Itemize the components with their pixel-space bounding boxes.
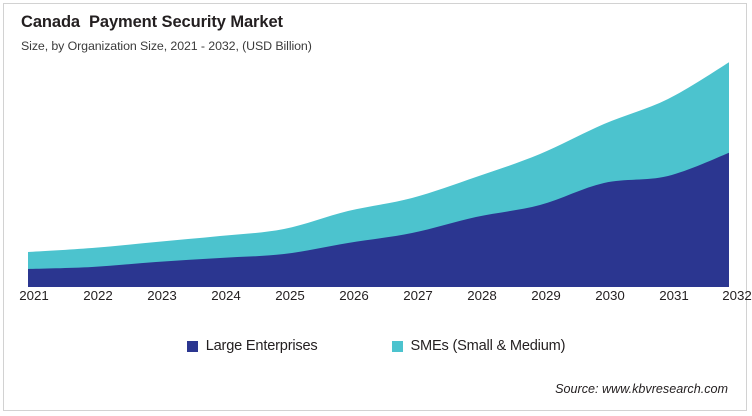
x-tick-2028: 2028 — [467, 288, 497, 303]
x-axis: 2021 2022 2023 2024 2025 2026 2027 2028 … — [19, 288, 752, 314]
x-tick-2026: 2026 — [339, 288, 369, 303]
x-tick-2021: 2021 — [19, 288, 49, 303]
x-tick-2027: 2027 — [403, 288, 433, 303]
legend-swatch-smes — [391, 340, 403, 352]
chart-legend: Large Enterprises SMEs (Small & Medium) — [4, 338, 748, 354]
x-tick-2030: 2030 — [595, 288, 625, 303]
stacked-area-chart — [22, 54, 729, 287]
x-tick-2025: 2025 — [275, 288, 305, 303]
area-series-large-enterprises — [28, 152, 729, 287]
chart-subtitle: Size, by Organization Size, 2021 - 2032,… — [21, 39, 312, 53]
legend-label-large-enterprises: Large Enterprises — [205, 338, 318, 354]
source-attribution: Source: www.kbvresearch.com — [555, 382, 728, 396]
legend-item-large-enterprises[interactable]: Large Enterprises — [186, 338, 318, 354]
page-title: Canada Payment Security Market — [21, 13, 283, 31]
x-tick-2032: 2032 — [722, 288, 752, 303]
x-tick-2029: 2029 — [531, 288, 561, 303]
chart-card: Canada Payment Security Market Size, by … — [3, 3, 752, 411]
legend-item-smes[interactable]: SMEs (Small & Medium) — [391, 338, 566, 354]
x-tick-2024: 2024 — [211, 288, 241, 303]
x-tick-2022: 2022 — [83, 288, 113, 303]
legend-label-smes: SMEs (Small & Medium) — [410, 338, 566, 354]
legend-swatch-large-enterprises — [186, 340, 198, 352]
x-tick-2023: 2023 — [147, 288, 177, 303]
x-tick-2031: 2031 — [659, 288, 689, 303]
chart-svg — [28, 62, 729, 287]
